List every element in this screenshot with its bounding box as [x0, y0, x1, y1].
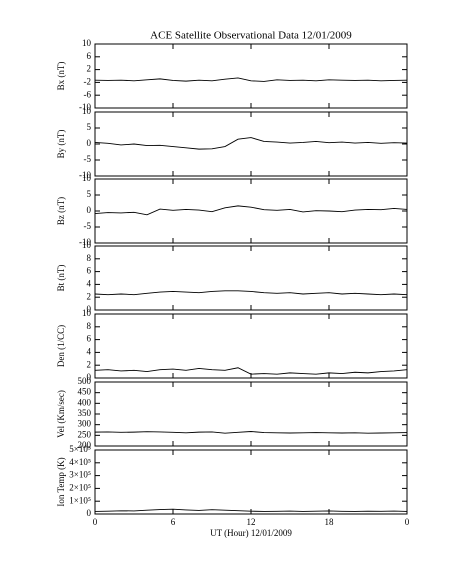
panel-frame [94, 111, 408, 177]
y-tick-label: 10 [82, 308, 92, 318]
y-tick-label: 3×10⁵ [69, 470, 91, 480]
y-tick-label: 6 [87, 266, 92, 276]
chart-title: ACE Satellite Observational Data 12/01/2… [150, 30, 352, 42]
y-tick-label: 0 [87, 205, 92, 215]
y-tick-label: 1×10⁵ [69, 495, 91, 505]
y-tick-label: 2×10⁵ [69, 482, 91, 492]
y-tick-label: 300 [78, 419, 92, 429]
y-tick-label: 0 [87, 372, 92, 382]
x-tick-label: 18 [325, 517, 335, 527]
y-tick-label: -6 [84, 89, 92, 99]
y-tick-label: 2 [87, 291, 92, 301]
x-tick-label: 0 [405, 517, 410, 527]
y-tick-label: 5 [87, 189, 92, 199]
y-axis-label: Vel (Km/sec) [56, 390, 66, 438]
y-tick-label: -5 [84, 154, 92, 164]
y-axis-label: Den (1/CC) [56, 325, 66, 367]
y-tick-label: 8 [87, 253, 92, 263]
y-tick-label: 350 [78, 408, 92, 418]
y-tick-label: 8 [87, 321, 92, 331]
y-tick-label: 10 [82, 106, 92, 116]
y-tick-label: 6 [87, 51, 92, 61]
data-line [94, 431, 408, 434]
panel-frame [94, 313, 408, 379]
y-tick-label: 2 [87, 359, 92, 369]
y-tick-label: 500 [78, 376, 92, 386]
y-tick-label: -2 [84, 76, 92, 86]
y-tick-label: 10 [82, 38, 92, 48]
x-tick-label: 12 [247, 517, 256, 527]
data-line [94, 508, 408, 512]
y-tick-label: 0 [87, 138, 92, 148]
y-tick-label: 4 [87, 346, 92, 356]
x-tick-label: 0 [93, 517, 98, 527]
panel-frame [94, 245, 408, 311]
data-line [94, 77, 408, 82]
y-tick-label: -10 [79, 102, 91, 112]
y-tick-label: 6 [87, 334, 92, 344]
y-tick-label: 5 [87, 122, 92, 132]
y-axis-label: By (nT) [56, 130, 66, 159]
y-tick-label: 250 [78, 429, 92, 439]
panel-frame [94, 381, 408, 447]
panel-frame [94, 449, 408, 515]
data-line [94, 205, 408, 216]
y-axis-label: Bz (nT) [56, 197, 66, 225]
y-tick-label: 2 [87, 64, 92, 74]
y-axis-label: Ion Temp (K) [56, 457, 66, 506]
y-tick-label: -5 [84, 221, 92, 231]
y-tick-label: 4 [87, 278, 92, 288]
data-line [94, 137, 408, 150]
y-tick-label: 0 [87, 508, 92, 518]
data-line [94, 367, 408, 375]
y-tick-label: 10 [82, 240, 92, 250]
y-tick-label: 400 [78, 397, 92, 407]
panel-frame [94, 178, 408, 244]
y-tick-label: -10 [79, 237, 91, 247]
x-tick-label: 6 [171, 517, 176, 527]
panel-frame [94, 43, 408, 109]
y-tick-label: 10 [82, 173, 92, 183]
y-tick-label: 4×10⁵ [69, 457, 91, 467]
y-tick-label: 5×10⁵ [69, 444, 91, 454]
y-tick-label: 200 [78, 440, 92, 450]
data-line [94, 290, 408, 296]
y-tick-label: 450 [78, 387, 92, 397]
x-axis-label: UT (Hour) 12/01/2009 [210, 528, 292, 538]
y-tick-label: 0 [87, 304, 92, 314]
y-tick-label: -10 [79, 170, 91, 180]
y-axis-label: Bx (nT) [56, 62, 66, 91]
y-axis-label: Bt (nT) [56, 265, 66, 292]
